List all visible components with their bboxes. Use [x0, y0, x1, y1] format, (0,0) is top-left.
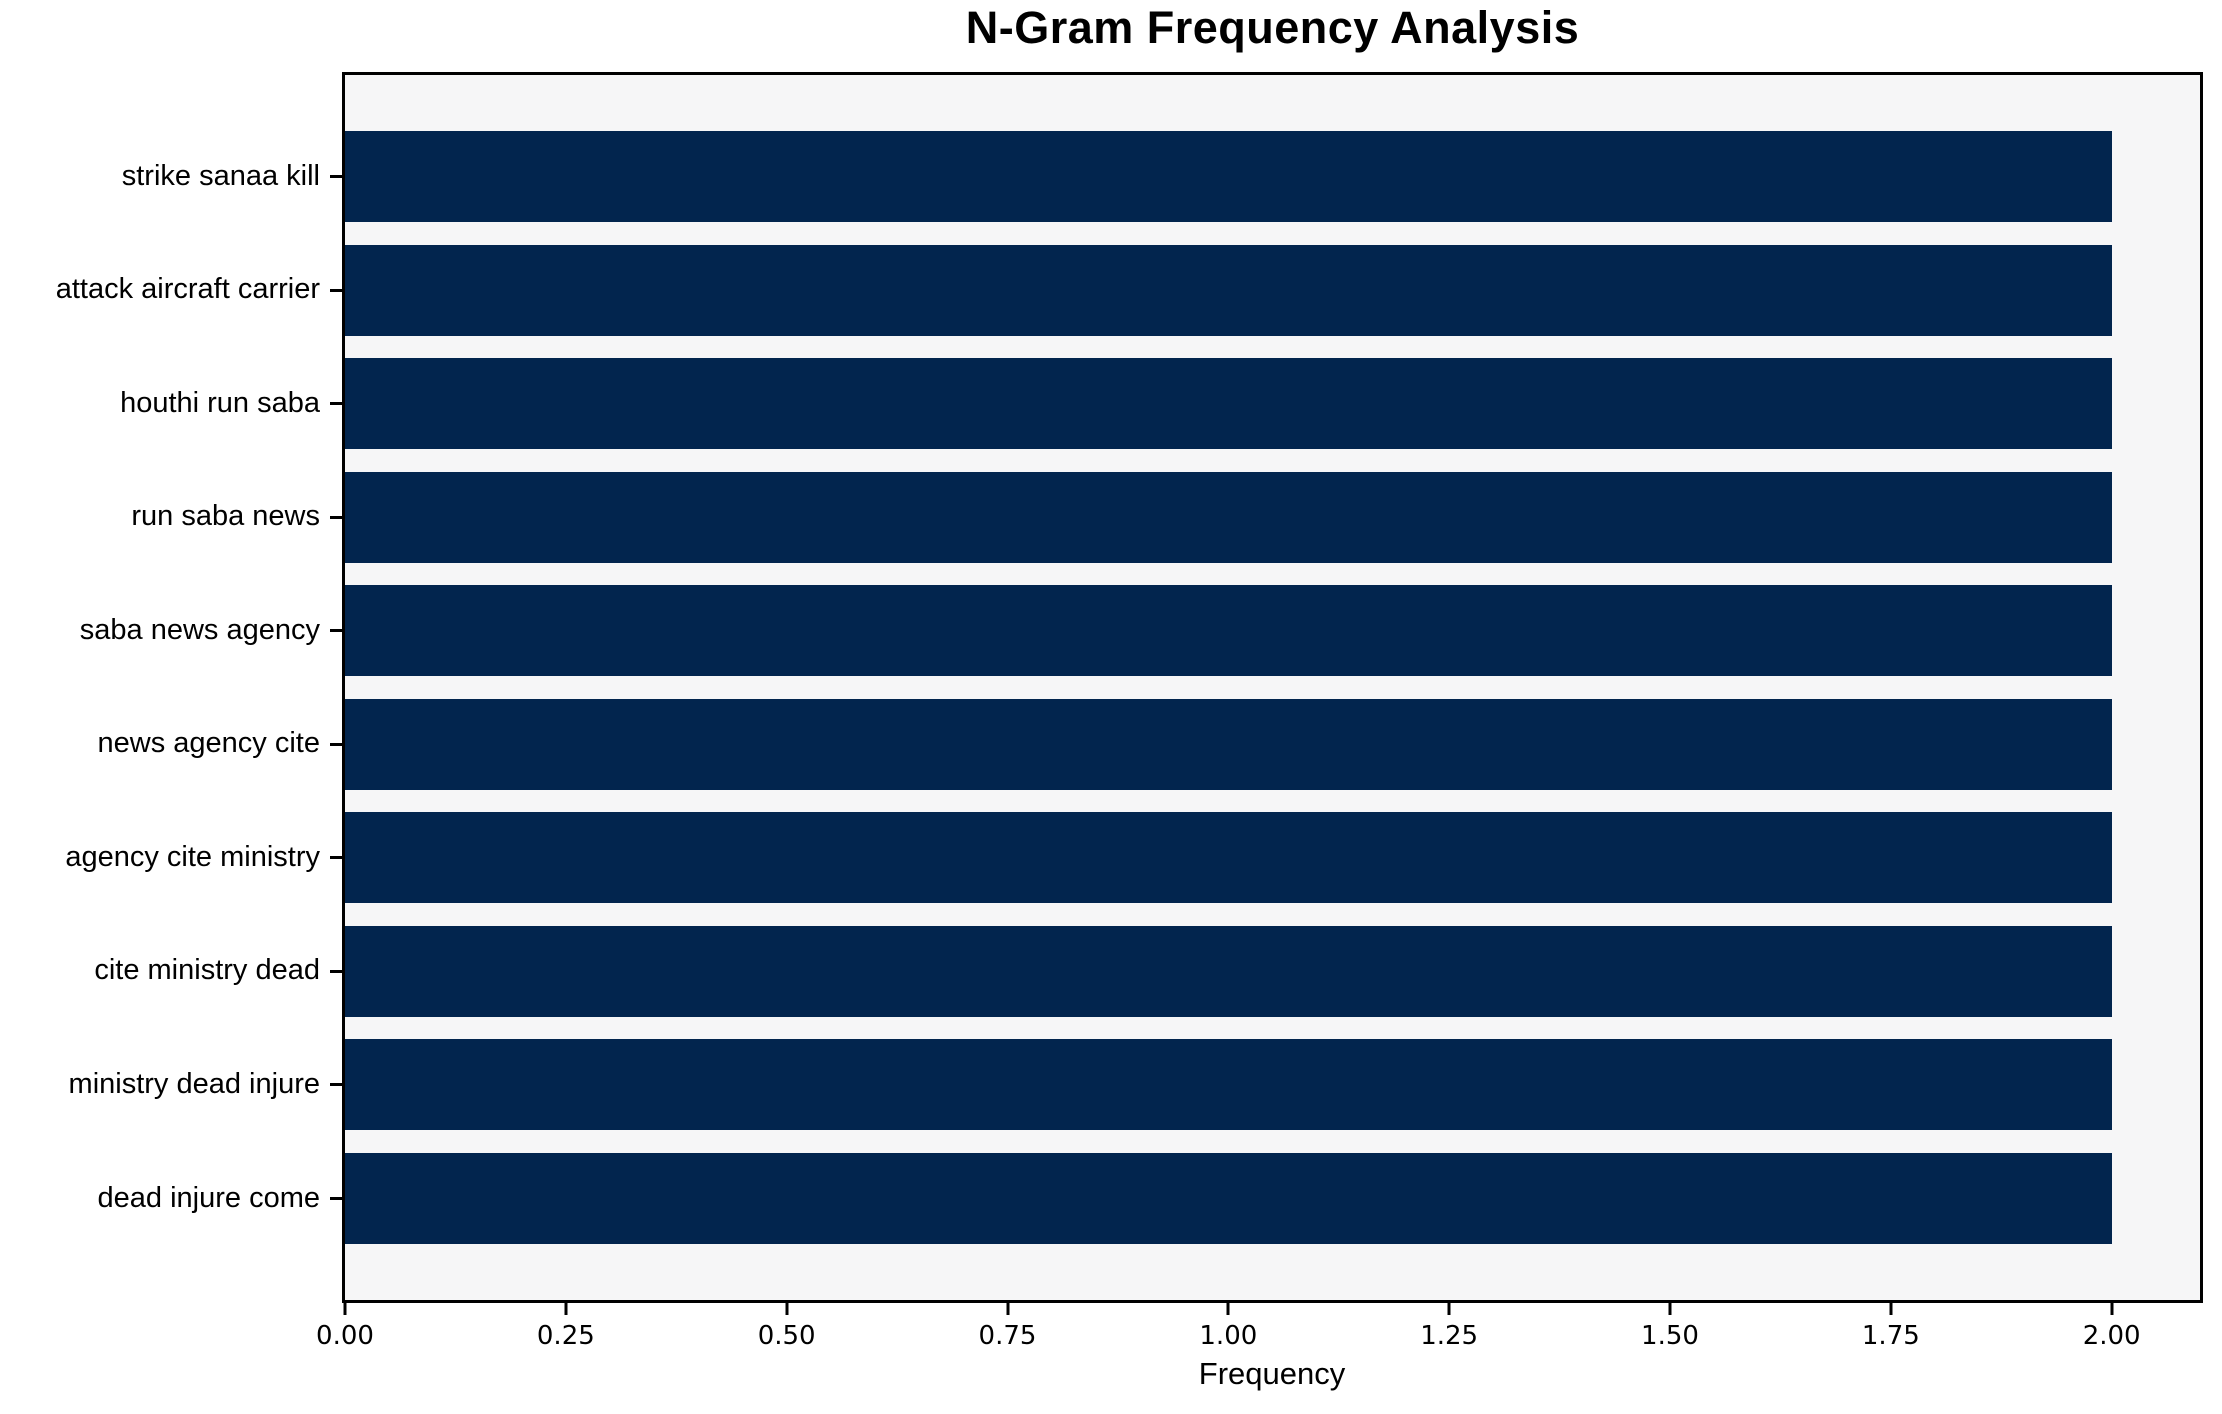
x-tick [1447, 1303, 1451, 1315]
y-tick-label: news agency cite [97, 727, 320, 760]
x-tick [564, 1303, 568, 1315]
y-tick [330, 515, 342, 519]
y-tick [330, 742, 342, 746]
bar [345, 358, 2112, 450]
bar [345, 925, 2112, 1017]
bar [345, 812, 2112, 904]
y-tick-label: run saba news [131, 499, 320, 532]
x-tick [785, 1303, 789, 1315]
x-tick-label: 0.75 [978, 1321, 1037, 1351]
bar [345, 585, 2112, 677]
y-tick-label: dead injure come [97, 1181, 320, 1214]
y-tick [330, 175, 342, 178]
y-tick-label: attack aircraft carrier [55, 272, 320, 305]
x-tick-label: 2.00 [2082, 1321, 2141, 1351]
y-tick-label: saba news agency [79, 613, 320, 646]
bar [345, 1039, 2112, 1131]
y-tick [330, 629, 342, 633]
x-tick-label: 1.25 [1420, 1321, 1479, 1351]
x-tick [343, 1303, 347, 1315]
x-tick [1889, 1303, 1893, 1315]
y-tick [330, 1197, 342, 1200]
y-tick [330, 288, 342, 292]
x-tick [1226, 1303, 1230, 1315]
y-tick-label: houthi run saba [120, 386, 320, 419]
y-tick-label: cite ministry dead [94, 954, 320, 987]
x-axis-label: Frequency [1198, 1356, 1346, 1391]
x-tick [2110, 1303, 2114, 1315]
x-tick-label: 1.75 [1861, 1321, 1920, 1351]
x-tick-label: 0.50 [757, 1321, 816, 1351]
x-tick [1668, 1303, 1672, 1315]
y-tick [330, 969, 342, 973]
x-tick [1006, 1303, 1009, 1315]
x-tick-label: 1.50 [1641, 1321, 1699, 1351]
y-tick [330, 1083, 342, 1087]
plot-area [342, 72, 2203, 1303]
x-tick-label: 0.25 [536, 1321, 595, 1351]
y-tick [330, 402, 342, 406]
chart-title: N-Gram Frequency Analysis [965, 2, 1580, 53]
y-tick-label: ministry dead injure [68, 1067, 320, 1100]
y-tick-label: agency cite ministry [65, 840, 320, 873]
bar [345, 131, 2112, 222]
bar [345, 244, 2112, 336]
x-tick-label: 0.00 [316, 1321, 374, 1351]
x-tick-label: 1.00 [1199, 1321, 1258, 1351]
y-tick [330, 856, 342, 860]
bar [345, 698, 2112, 790]
bar [345, 1153, 2112, 1244]
bar [345, 471, 2112, 563]
y-tick-label: strike sanaa kill [121, 159, 320, 192]
